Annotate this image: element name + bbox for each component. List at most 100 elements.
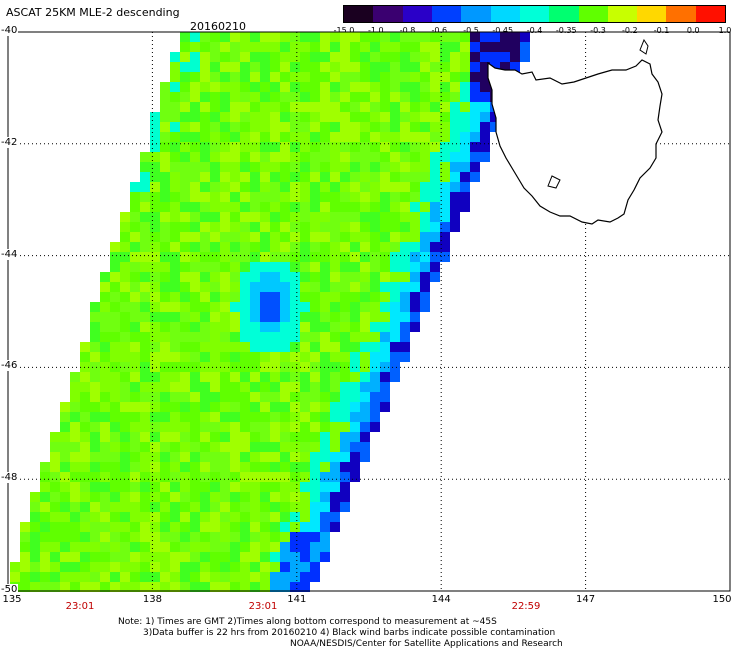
swath-pixel	[250, 392, 260, 402]
swath-pixel	[200, 62, 210, 72]
swath-pixel	[140, 412, 150, 422]
swath-pixel	[330, 262, 340, 272]
swath-pixel	[370, 352, 380, 362]
swath-pixel	[120, 502, 130, 512]
swath-pixel	[250, 282, 260, 292]
swath-pixel	[190, 542, 200, 552]
swath-pixel	[290, 522, 300, 532]
swath-pixel	[70, 492, 80, 502]
swath-pixel	[340, 152, 350, 162]
swath-pixel	[180, 102, 190, 112]
swath-pixel	[260, 352, 270, 362]
swath-pixel	[460, 82, 470, 92]
swath-pixel	[350, 162, 360, 172]
swath-pixel	[340, 482, 350, 492]
swath-pixel	[250, 302, 260, 312]
swath-pixel	[280, 172, 290, 182]
swath-pixel	[340, 422, 350, 432]
swath-pixel	[150, 432, 160, 442]
swath-pixel	[310, 442, 320, 452]
swath-pixel	[250, 492, 260, 502]
swath-pixel	[200, 492, 210, 502]
swath-pixel	[420, 172, 430, 182]
swath-pixel	[360, 332, 370, 342]
swath-pixel	[430, 142, 440, 152]
swath-pixel	[190, 72, 200, 82]
swath-pixel	[190, 292, 200, 302]
swath-pixel	[450, 132, 460, 142]
swath-pixel	[320, 292, 330, 302]
swath-pixel	[380, 402, 390, 412]
swath-pixel	[510, 52, 520, 62]
swath-pixel	[380, 292, 390, 302]
swath-pixel	[190, 552, 200, 562]
swath-pixel	[390, 242, 400, 252]
swath-pixel	[380, 192, 390, 202]
swath-pixel	[230, 92, 240, 102]
swath-pixel	[450, 202, 460, 212]
swath-pixel	[220, 542, 230, 552]
swath-pixel	[310, 302, 320, 312]
swath-pixel	[260, 42, 270, 52]
swath-pixel	[120, 462, 130, 472]
swath-pixel	[230, 42, 240, 52]
swath-pixel	[380, 332, 390, 342]
swath-pixel	[190, 512, 200, 522]
swath-pixel	[170, 282, 180, 292]
swath-pixel	[420, 112, 430, 122]
swath-pixel	[500, 52, 510, 62]
swath-pixel	[140, 252, 150, 262]
swath-pixel	[260, 262, 270, 272]
swath-pixel	[250, 132, 260, 142]
swath-pixel	[410, 172, 420, 182]
swath-pixel	[310, 352, 320, 362]
swath-pixel	[80, 512, 90, 522]
swath-pixel	[200, 122, 210, 132]
swath-pixel	[300, 112, 310, 122]
swath-pixel	[380, 142, 390, 152]
swath-pixel	[180, 502, 190, 512]
swath-pixel	[300, 252, 310, 262]
swath-pixel	[260, 182, 270, 192]
swath-pixel	[200, 212, 210, 222]
swath-pixel	[490, 52, 500, 62]
swath-pixel	[130, 392, 140, 402]
swath-pixel	[460, 112, 470, 122]
swath-pixel	[460, 52, 470, 62]
swath-pixel	[410, 272, 420, 282]
swath-pixel	[160, 92, 170, 102]
swath-pixel	[430, 202, 440, 212]
swath-pixel	[240, 332, 250, 342]
swath-pixel	[370, 142, 380, 152]
swath-pixel	[400, 72, 410, 82]
swath-pixel	[400, 292, 410, 302]
swath-pixel	[370, 292, 380, 302]
swath-pixel	[350, 92, 360, 102]
swath-pixel	[110, 552, 120, 562]
swath-pixel	[160, 232, 170, 242]
swath-pixel	[180, 232, 190, 242]
swath-pixel	[160, 152, 170, 162]
swath-pixel	[190, 122, 200, 132]
swath-pixel	[80, 452, 90, 462]
swath-pixel	[430, 82, 440, 92]
swath-pixel	[320, 102, 330, 112]
swath-pixel	[410, 292, 420, 302]
swath-pixel	[450, 142, 460, 152]
swath-pixel	[100, 532, 110, 542]
swath-pixel	[300, 122, 310, 132]
swath-pixel	[430, 122, 440, 132]
swath-pixel	[170, 142, 180, 152]
swath-pixel	[210, 422, 220, 432]
swath-pixel	[240, 322, 250, 332]
swath-pixel	[40, 572, 50, 582]
swath-pixel	[270, 282, 280, 292]
swath-pixel	[380, 372, 390, 382]
swath-pixel	[470, 72, 480, 82]
swath-pixel	[70, 432, 80, 442]
swath-pixel	[150, 252, 160, 262]
swath-pixel	[60, 502, 70, 512]
swath-pixel	[380, 152, 390, 162]
swath-pixel	[190, 132, 200, 142]
swath-pixel	[230, 302, 240, 312]
